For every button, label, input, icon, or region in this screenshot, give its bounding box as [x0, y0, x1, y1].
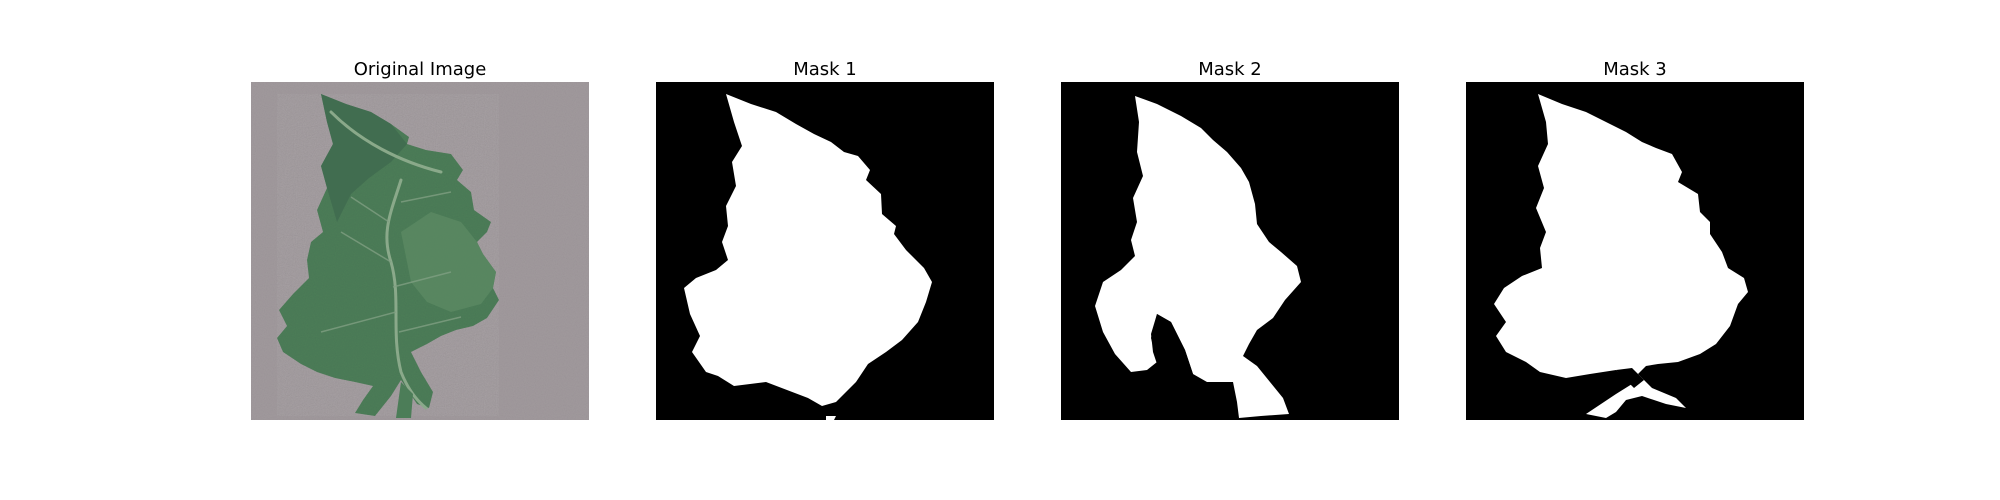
- leaf-highlight: [401, 212, 496, 312]
- mask-3-image: [1466, 82, 1804, 420]
- mask-2-image: [1061, 82, 1399, 420]
- leaf-shade: [321, 94, 407, 222]
- mask-1-image: [656, 82, 994, 420]
- mask-region: [826, 416, 836, 420]
- panel-title: Mask 2: [1198, 59, 1262, 80]
- panel-title: Mask 1: [793, 59, 857, 80]
- leaf-midrib: [329, 110, 443, 410]
- mask-region: [1494, 94, 1748, 418]
- leaf-vein: [320, 191, 462, 333]
- mask-region: [684, 94, 932, 406]
- mask-hole: [1151, 314, 1193, 374]
- leaf-stem: [396, 382, 413, 418]
- mask-hole: [1616, 368, 1644, 388]
- panel-title: Mask 3: [1603, 59, 1667, 80]
- original-leaf-photo: [251, 82, 589, 420]
- mask-region: [1095, 96, 1301, 418]
- panel-title: Original Image: [353, 59, 487, 80]
